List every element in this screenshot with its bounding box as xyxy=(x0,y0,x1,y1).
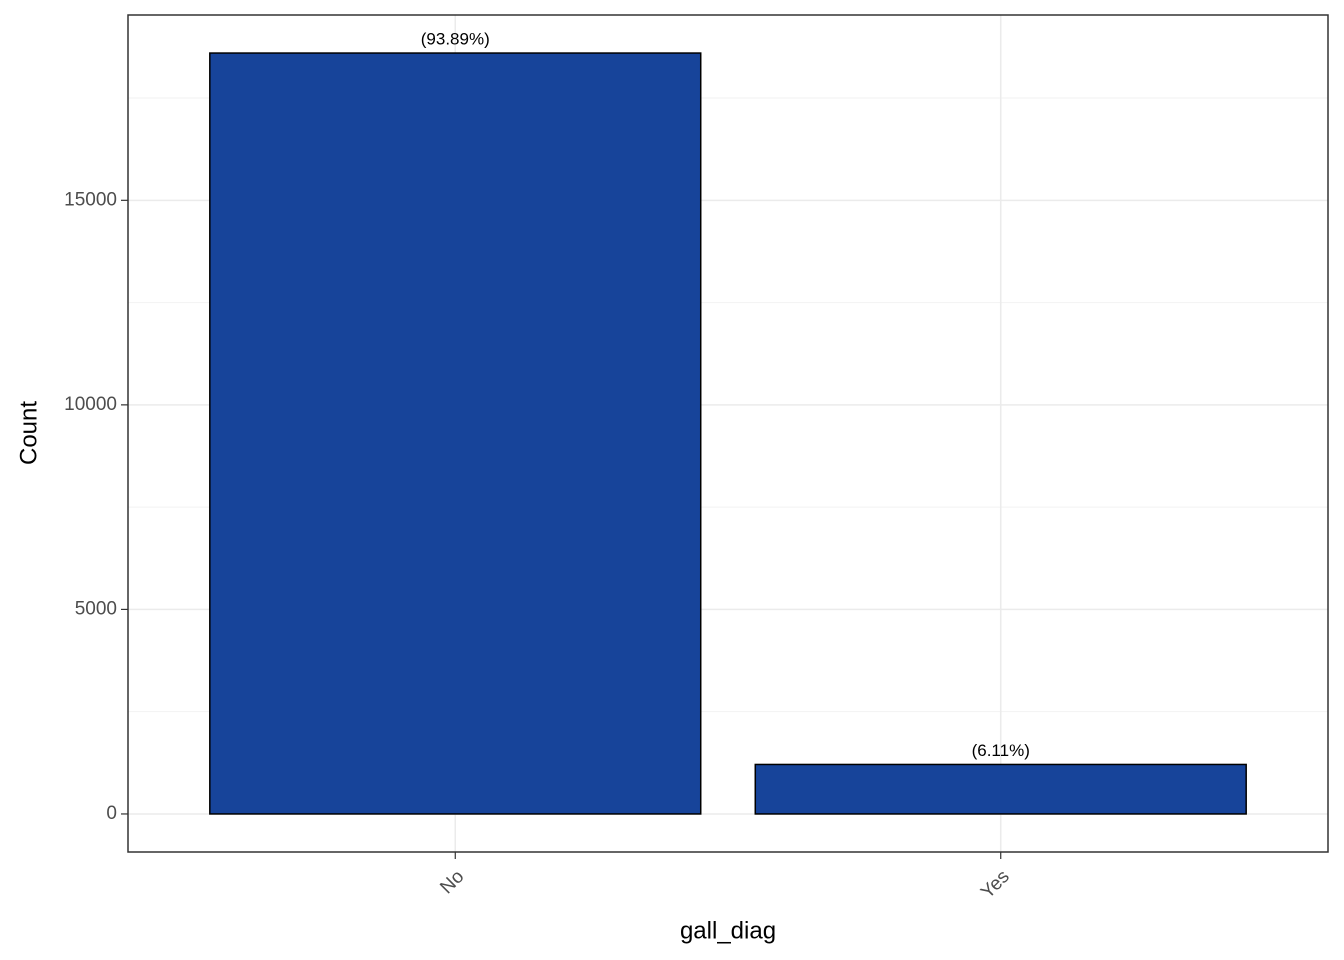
data-label: (6.11%) xyxy=(972,741,1030,760)
bar xyxy=(754,763,1247,815)
x-axis-title: gall_diag xyxy=(680,917,776,944)
y-tick-label: 10000 xyxy=(64,394,117,415)
panel-border xyxy=(127,14,1329,853)
data-label: (93.89%) xyxy=(421,30,490,49)
x-tick-label: Yes xyxy=(977,866,1014,903)
x-tick-label: No xyxy=(436,866,468,898)
y-axis-title: Count xyxy=(15,401,42,465)
y-tick-label: 5000 xyxy=(75,598,117,619)
y-tick-label: 15000 xyxy=(64,189,117,210)
bar xyxy=(209,52,702,815)
y-tick-label: 0 xyxy=(106,803,117,824)
